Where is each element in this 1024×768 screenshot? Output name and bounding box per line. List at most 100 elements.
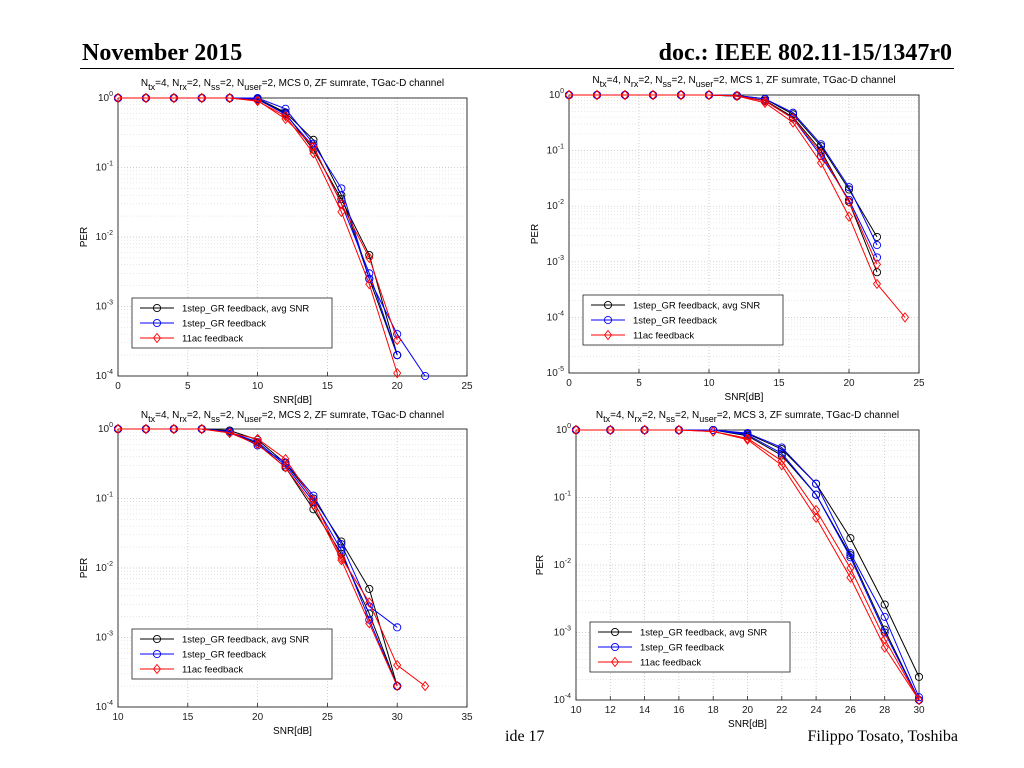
legend-label: 11ac feedback bbox=[182, 665, 243, 676]
title-subscript: user bbox=[244, 414, 262, 424]
y-tick-label: 10-4 bbox=[96, 700, 113, 713]
y-axis-label: PER bbox=[535, 555, 546, 576]
y-tick-exponent: -1 bbox=[107, 161, 113, 168]
data-point bbox=[788, 113, 798, 124]
chart-title: Ntx=4, Nrx=2, Nss=2, Nuser=2, MCS 3, ZF … bbox=[596, 410, 899, 424]
x-tick-label: 15 bbox=[182, 712, 194, 723]
y-tick-label: 10-2 bbox=[554, 558, 571, 571]
legend-swatch-marker bbox=[152, 332, 162, 344]
title-text: =2, N bbox=[220, 78, 244, 89]
y-tick-exponent: -1 bbox=[107, 492, 113, 499]
y-tick-exponent: 0 bbox=[109, 422, 113, 429]
data-point bbox=[844, 195, 854, 204]
y-tick-exponent: -3 bbox=[107, 300, 113, 307]
data-point bbox=[743, 434, 752, 445]
title-subscript: ss bbox=[666, 414, 676, 424]
y-axis-label: PER bbox=[79, 558, 90, 579]
x-tick-label: 10 bbox=[703, 378, 715, 389]
x-tick-label: 30 bbox=[392, 712, 404, 723]
x-tick-label: 18 bbox=[708, 705, 720, 716]
data-point bbox=[309, 141, 318, 152]
data-point bbox=[253, 433, 262, 445]
legend-swatch-marker bbox=[610, 627, 620, 637]
title-subscript: rx bbox=[179, 82, 187, 92]
x-axis-label: SNR[dB] bbox=[273, 726, 312, 737]
data-point bbox=[844, 211, 854, 222]
data-point bbox=[846, 572, 855, 583]
title-subscript: user bbox=[696, 79, 714, 89]
y-tick-exponent: -4 bbox=[565, 693, 571, 700]
series-6 bbox=[113, 92, 402, 346]
title-text: =2, N bbox=[220, 410, 244, 421]
y-tick-exponent: -4 bbox=[107, 700, 113, 707]
y-tick-label: 10-5 bbox=[547, 366, 564, 379]
data-point bbox=[197, 423, 206, 435]
plot-frame bbox=[117, 97, 468, 377]
data-point bbox=[197, 92, 206, 104]
y-tick-exponent: -3 bbox=[565, 626, 571, 633]
x-tick-label: 26 bbox=[845, 705, 857, 716]
x-tick-label: 28 bbox=[879, 705, 891, 716]
data-point bbox=[421, 371, 430, 381]
data-point bbox=[169, 423, 178, 435]
x-tick-label: 5 bbox=[185, 381, 191, 392]
data-point bbox=[816, 147, 826, 159]
chart-title: Ntx=4, Nrx=2, Nss=2, Nuser=2, MCS 2, ZF … bbox=[141, 410, 444, 424]
data-point bbox=[846, 534, 855, 543]
title-text: =2, N bbox=[187, 78, 211, 89]
data-point bbox=[880, 600, 889, 609]
data-point bbox=[606, 424, 615, 436]
series-6 bbox=[113, 423, 402, 692]
title-subscript: tx bbox=[600, 79, 608, 89]
data-point bbox=[880, 612, 889, 621]
legend-label: 1step_GR feedback bbox=[633, 316, 717, 327]
data-point bbox=[812, 479, 821, 488]
legend-label: 11ac feedback bbox=[182, 334, 243, 345]
title-text: =2, N bbox=[187, 410, 211, 421]
x-tick-label: 0 bbox=[115, 381, 121, 392]
y-tick-label: 100 bbox=[549, 88, 564, 101]
data-point bbox=[365, 584, 374, 593]
chart-4: 10-4 10-3 10-2 10-1 100 10 12 14 16 18 20 22 24 26 28 3… bbox=[535, 410, 925, 730]
y-tick-label: 10-3 bbox=[547, 255, 564, 268]
y-tick-label: 10-3 bbox=[96, 631, 113, 644]
legend-swatch-marker bbox=[152, 303, 162, 313]
x-tick-label: 30 bbox=[913, 705, 925, 716]
data-point bbox=[141, 423, 150, 435]
chart-title: Ntx=4, Nrx=2, Nss=2, Nuser=2, MCS 1, ZF … bbox=[592, 75, 895, 89]
y-tick-label: 10-3 bbox=[96, 300, 113, 313]
legend-swatch-marker bbox=[603, 315, 613, 325]
data-point bbox=[732, 90, 742, 101]
data-point bbox=[900, 312, 910, 323]
x-tick-label: 0 bbox=[566, 378, 572, 389]
data-point bbox=[846, 551, 855, 560]
data-point bbox=[393, 367, 402, 379]
y-tick-exponent: -1 bbox=[558, 144, 564, 151]
y-tick-exponent: -2 bbox=[565, 558, 571, 565]
legend: 1step_GR feedback, avg SNR 1step_GR feedb… bbox=[582, 294, 784, 346]
title-text: =2, N bbox=[672, 75, 696, 86]
x-tick-label: 14 bbox=[639, 705, 651, 716]
title-subscript: user bbox=[699, 414, 717, 424]
chart-3: 10-4 10-3 10-2 10-1 100 10 15 20 25 30 35 Ntx=4, Nr… bbox=[79, 410, 473, 737]
legend-label: 1step_GR feedback bbox=[182, 319, 266, 330]
title-subscript: tx bbox=[148, 82, 156, 92]
y-axis-label: PER bbox=[530, 224, 541, 245]
y-tick-label: 100 bbox=[556, 423, 571, 436]
y-tick-label: 10-2 bbox=[547, 199, 564, 212]
y-tick-exponent: -3 bbox=[558, 255, 564, 262]
footer-page-number: ide 17 bbox=[505, 728, 545, 746]
legend-label: 1step_GR feedback, avg SNR bbox=[182, 304, 309, 315]
x-tick-label: 10 bbox=[112, 712, 124, 723]
y-tick-label: 10-1 bbox=[96, 161, 113, 174]
y-tick-label: 100 bbox=[98, 91, 113, 104]
footer-author: Filippo Tosato, Toshiba bbox=[807, 728, 958, 746]
legend-swatch-marker bbox=[610, 642, 620, 652]
y-tick-exponent: -2 bbox=[107, 230, 113, 237]
y-tick-exponent: -4 bbox=[558, 310, 564, 317]
x-tick-label: 20 bbox=[252, 712, 264, 723]
data-point bbox=[709, 426, 718, 437]
data-point bbox=[281, 113, 290, 125]
